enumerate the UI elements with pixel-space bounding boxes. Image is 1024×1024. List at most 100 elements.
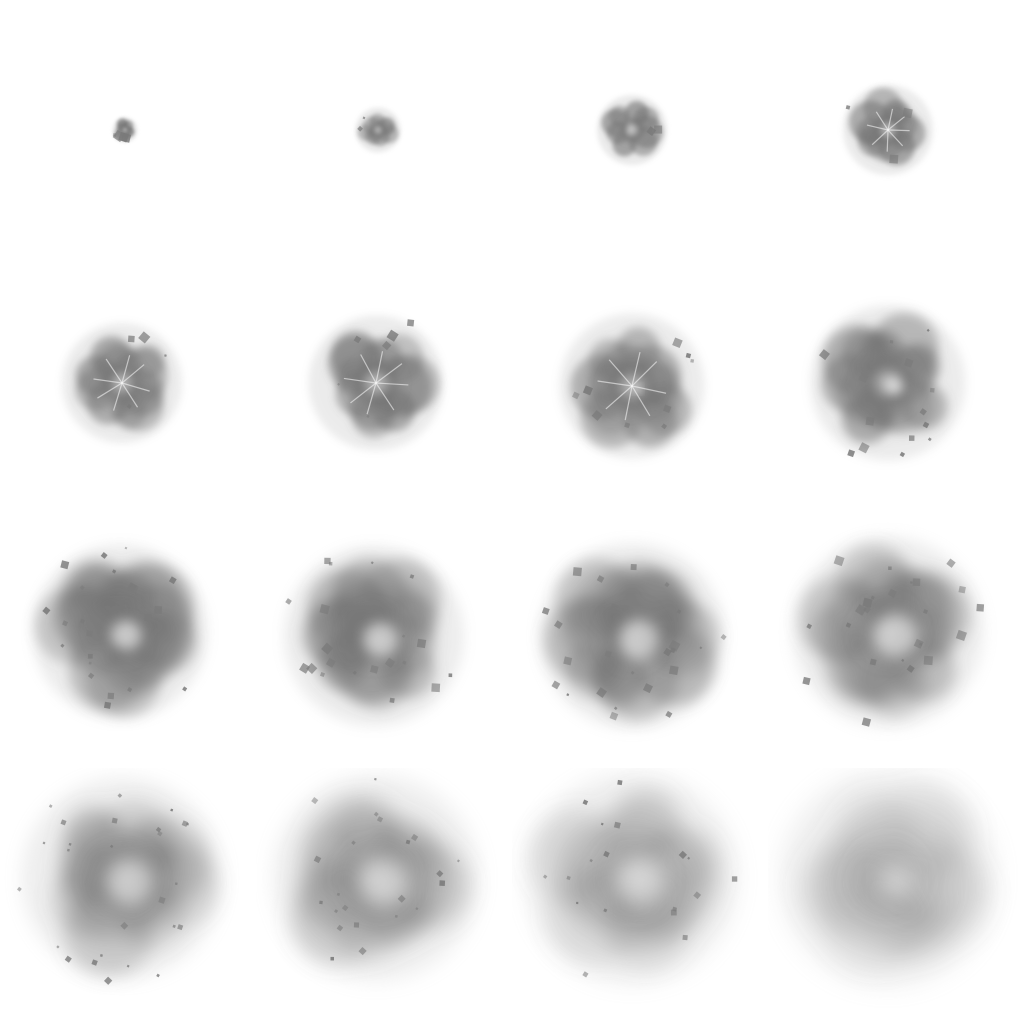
debris-particle [663,404,672,413]
debris-particle [630,670,635,675]
flash-streak [631,351,641,387]
debris-particle [551,680,561,690]
debris-particle [99,954,103,957]
debris-particle [321,642,334,655]
flash-streak [360,354,377,384]
smoke-puff [62,323,182,443]
debris-particle [456,859,460,863]
debris-particle [336,892,341,897]
flash-streak [871,129,889,146]
sprite-frame-12 [768,512,1024,768]
debris-particle [806,623,812,630]
debris-particle [109,844,114,849]
debris-particle [889,340,894,344]
smoke-puff [559,313,705,459]
flash-streak [93,378,123,384]
smoke-puff [112,117,138,143]
flash-streak [112,382,123,411]
debris-particle [845,622,852,628]
debris-particle [541,607,550,615]
debris-particle [596,687,608,698]
sprite-frame-14 [256,768,512,1024]
smoke-puff [355,107,401,153]
debris-particle [66,848,70,852]
debris-particle [862,597,873,608]
debris-particle [858,442,870,454]
debris-particle [60,819,67,826]
debris-particle [833,555,845,567]
smoke-hollow [615,857,666,908]
debris-particle [604,650,612,658]
debris-particle [664,582,670,588]
debris-particle [62,620,69,627]
smoke-puff [793,537,985,727]
sprite-frame-15 [512,768,768,1024]
debris-particle [863,605,872,614]
debris-particle [406,319,415,327]
debris-particle [865,416,875,426]
debris-particle [603,850,610,858]
debris-particle [336,924,344,932]
debris-particle [922,421,930,429]
debris-particle [126,403,132,409]
debris-particle [87,653,93,659]
debris-particle [373,811,379,817]
flash-streak [375,382,409,386]
sprite-frame-7 [512,256,768,512]
debris-particle [112,569,117,574]
debris-particle [855,604,867,616]
debris-particle [285,598,292,605]
debris-particle [306,662,318,675]
sprite-frame-2 [256,0,512,256]
debris-particle [685,352,692,359]
debris-particle [927,437,932,442]
flash-streak [121,364,145,384]
flash-streak [631,361,658,387]
debris-particle [138,331,151,344]
debris-particle [888,566,892,571]
debris-particle [678,850,688,860]
debris-particle [676,609,682,614]
debris-particle [958,585,966,594]
smoke-puff [810,305,966,461]
debris-particle [654,125,663,134]
debris-particle [351,840,356,845]
debris-particle [319,900,323,905]
debris-particle [155,826,162,833]
debris-particle [170,808,174,812]
debris-particle [330,956,335,961]
debris-particle [617,779,623,786]
debris-particle [324,557,331,565]
smoke-core [368,120,388,140]
debris-particle [847,449,856,458]
debris-particle [56,945,60,949]
sprite-frame-13 [0,768,256,1024]
debris-particle [299,662,311,674]
debris-particle [582,971,589,978]
flash-streak [631,385,667,394]
smoke-hollow [106,858,154,906]
smoke-puff [843,85,933,175]
debris-particle [352,670,357,675]
debris-particle [126,964,130,968]
flash-streak [97,382,123,399]
debris-particle [103,701,112,709]
debris-particle [79,585,85,591]
debris-particle [100,552,108,559]
debris-particle [172,924,176,929]
smoke-hollow [873,613,918,658]
flash-streak [121,382,150,392]
flash-streak [866,124,889,131]
debris-particle [609,711,619,721]
debris-particle [394,914,398,918]
debris-particle [158,896,166,904]
debris-particle [374,777,377,781]
debris-particle [642,683,653,694]
debris-particle [923,609,928,615]
debris-particle [448,673,453,678]
smoke-hollow [886,378,902,394]
debris-particle [128,583,139,594]
sprite-frame-9 [0,512,256,768]
debris-particle [157,830,163,837]
debris-particle [386,329,399,342]
